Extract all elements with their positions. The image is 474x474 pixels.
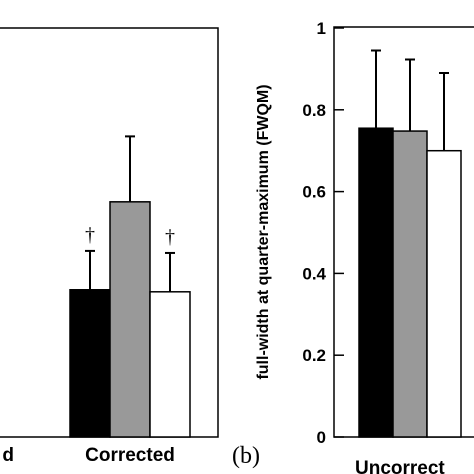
panel-a-bar	[149, 291, 191, 438]
panel-b-bar	[358, 127, 394, 438]
panel-b-y-tick-label: 0.6	[302, 183, 326, 202]
panel-a-error-bar	[85, 249, 95, 290]
panel-a-significance-marker: †	[85, 224, 95, 246]
panel-b-y-tick-label: 0	[317, 428, 326, 447]
panel-b-bar	[426, 149, 462, 438]
panel-a-bars: † †	[69, 135, 191, 438]
panel-b-category-label: Uncorrect	[355, 458, 445, 474]
y-axis-title: full-width at quarter-maximum (FWQM)	[255, 84, 272, 379]
panel-a-significance-marker: †	[165, 226, 175, 248]
panel-b-bar	[392, 130, 428, 438]
panel-b-y-tick-label: 0.4	[302, 264, 326, 283]
panel-a-category-label: d	[2, 445, 14, 466]
panel-b-bars	[358, 49, 462, 438]
panel-b-error-bar	[371, 49, 381, 129]
panel-b-y-tick-label: 1	[317, 19, 326, 38]
panel-b-y-tick-label: 0.2	[302, 346, 326, 365]
panel-b-error-bar	[439, 71, 449, 151]
panel-a-bar	[109, 201, 151, 438]
panel-b-error-bar	[405, 58, 415, 132]
panel-a-error-bar	[165, 251, 175, 292]
panel-a-bar	[69, 289, 111, 438]
panel-b-label: (b)	[232, 443, 260, 469]
panel-b-y-tick-label: 0.8	[302, 101, 326, 120]
panel-a-category-label: Corrected	[85, 445, 175, 466]
panel-a-error-bar	[125, 135, 135, 202]
panel-b-y-ticks: 0 0.2 0.4 0.6 0.8 1	[302, 19, 344, 447]
